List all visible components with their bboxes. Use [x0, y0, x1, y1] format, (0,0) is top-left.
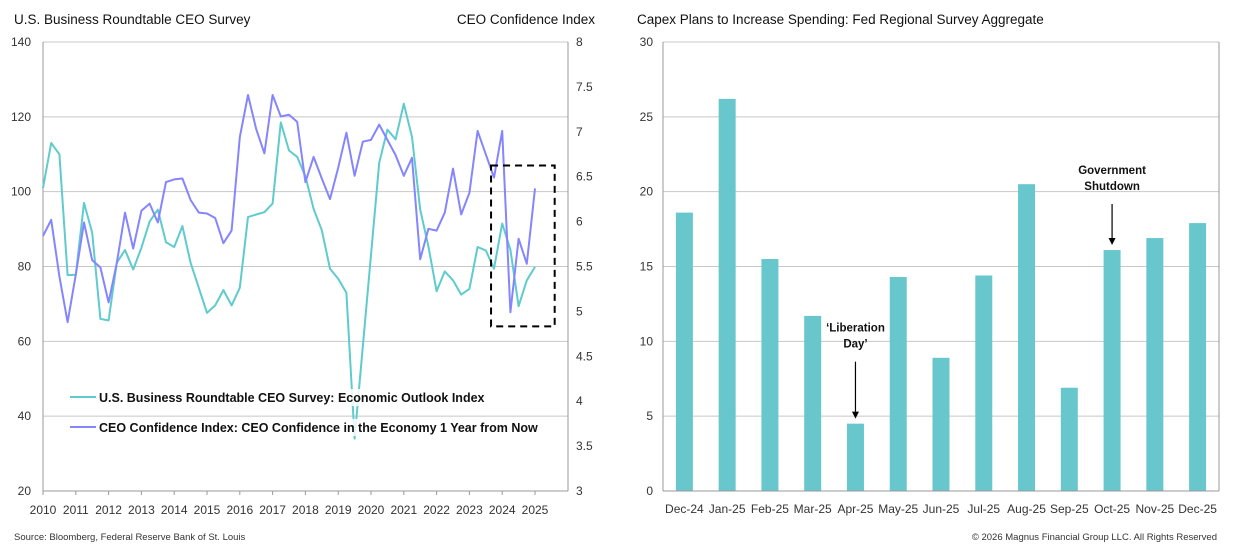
y2-tick-label: 8: [576, 35, 583, 49]
x-tick-label: Oct-25: [1094, 502, 1130, 516]
x-tick-label: 2018: [292, 503, 319, 517]
y-tick-label: 40: [18, 409, 32, 423]
right-axis-title: CEO Confidence Index: [457, 12, 595, 27]
x-tick-label: Dec-25: [1178, 502, 1217, 516]
x-tick-label: 2019: [325, 503, 352, 517]
copyright-note: © 2026 Magnus Financial Group LLC. All R…: [972, 532, 1217, 543]
economic-outlook-line: [42, 102, 536, 440]
bar-aug-25: [1018, 184, 1036, 491]
source-note: Source: Bloomberg, Federal Reserve Bank …: [14, 532, 246, 543]
legend-label: CEO Confidence Index: CEO Confidence in …: [99, 421, 538, 435]
left-chart-title: U.S. Business Roundtable CEO Survey: [14, 12, 251, 27]
arrowhead-icon: [1108, 238, 1116, 246]
y-tick-label: 100: [11, 185, 31, 199]
bar-dec-24: [675, 212, 693, 491]
ceo-survey-line-chart: 20 40 60 80 100 120 140 3 3.5 4 4.5 5 5.5 6 6.5 7 7.5 8 20…: [11, 35, 593, 517]
x-tick-label: 2013: [128, 503, 155, 517]
x-tick-label: 2023: [456, 503, 483, 517]
x-tick-label: 2010: [30, 503, 57, 517]
y-tick-label: 20: [18, 484, 32, 498]
y-tick-label: 30: [640, 35, 654, 49]
y2-tick-label: 3.5: [576, 439, 593, 453]
bar-apr-25: [846, 423, 864, 491]
capex-bar-chart: 0 5 10 15 20 25 30 Dec-24 Jan-25 Feb-25 Mar-25 Apr-…: [640, 35, 1220, 516]
x-tick-label: 2015: [194, 503, 221, 517]
y2-tick-label: 6.5: [576, 170, 593, 184]
x-tick-label: Sep-25: [1050, 502, 1089, 516]
x-tick-label: 2014: [161, 503, 188, 517]
x-tick-label: 2016: [226, 503, 253, 517]
annotation-text: Shutdown: [1084, 181, 1140, 193]
x-tick-label: 2021: [390, 503, 417, 517]
legend-background: [95, 389, 450, 406]
y-tick-label: 140: [11, 35, 31, 49]
y2-tick-label: 4.5: [576, 349, 593, 363]
y2-tick-label: 3: [576, 484, 583, 498]
y2-tick-label: 5: [576, 304, 583, 318]
bar-sep-25: [1060, 387, 1078, 491]
bar-mar-25: [804, 315, 822, 491]
right-chart-title: Capex Plans to Increase Spending: Fed Re…: [637, 12, 1044, 27]
bar-nov-25: [1146, 238, 1164, 491]
x-tick-label: Dec-24: [665, 502, 704, 516]
y-tick-label: 15: [640, 260, 654, 274]
x-tick-label: 2020: [358, 503, 385, 517]
legend-label: U.S. Business Roundtable CEO Survey: Eco…: [99, 391, 485, 405]
x-tick-label: 2022: [423, 503, 450, 517]
x-tick-label: Aug-25: [1007, 502, 1046, 516]
y-tick-label: 0: [646, 484, 653, 498]
y-tick-label: 60: [18, 334, 32, 348]
y-tick-label: 25: [640, 110, 654, 124]
bar-may-25: [889, 276, 907, 491]
x-tick-label: Mar-25: [794, 502, 832, 516]
x-tick-label: 2025: [522, 503, 549, 517]
x-tick-label: Jan-25: [709, 502, 746, 516]
y2-tick-label: 4: [576, 394, 583, 408]
bar-jul-25: [975, 275, 993, 491]
annotation-text: Government: [1078, 165, 1146, 177]
x-tick-label: 2024: [489, 503, 516, 517]
x-tick-label: 2017: [259, 503, 286, 517]
bar-jan-25: [718, 98, 736, 491]
legend-background: [95, 419, 495, 436]
y-tick-label: 80: [18, 260, 32, 274]
x-tick-label: Apr-25: [837, 502, 873, 516]
y-tick-label: 120: [11, 110, 31, 124]
bar-oct-25: [1103, 250, 1121, 491]
x-tick-label: Jun-25: [923, 502, 960, 516]
arrowhead-icon: [851, 411, 859, 419]
x-tick-label: Feb-25: [751, 502, 789, 516]
x-tick-label: 2012: [95, 503, 122, 517]
y2-tick-label: 7.5: [576, 80, 593, 94]
y-tick-label: 10: [640, 334, 654, 348]
x-tick-label: May-25: [878, 502, 918, 516]
x-tick-label: 2011: [63, 503, 89, 517]
y2-tick-label: 5.5: [576, 260, 593, 274]
y2-tick-label: 6: [576, 215, 583, 229]
annotation-text: Day’: [843, 339, 867, 351]
bar-feb-25: [761, 259, 779, 491]
y-tick-label: 5: [646, 409, 653, 423]
ceo-confidence-line: [42, 94, 536, 324]
highlight-box: [490, 164, 556, 328]
y-tick-label: 20: [640, 185, 654, 199]
bar-jun-25: [932, 357, 950, 491]
x-tick-label: Nov-25: [1136, 502, 1175, 516]
x-tick-label: Jul-25: [967, 502, 1000, 516]
bar-dec-25: [1189, 223, 1207, 491]
annotation-text: ‘Liberation: [826, 323, 885, 335]
y2-tick-label: 7: [576, 125, 583, 139]
